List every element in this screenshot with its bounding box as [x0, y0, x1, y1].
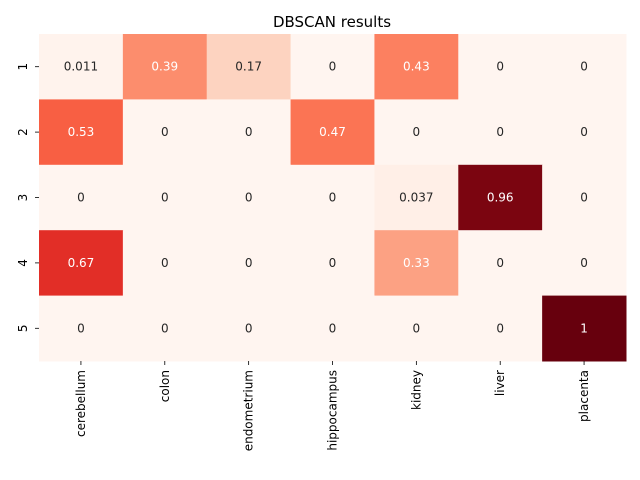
- heatmap-cell-r1-placenta: [542, 34, 627, 100]
- cell-value-label-r4-hippocampus: 0: [329, 256, 337, 270]
- cell-value-label-r3-hippocampus: 0: [329, 191, 337, 205]
- heatmap-cell-r5-colon: [122, 295, 208, 362]
- cell-value-label-r5-cerebellum: 0: [77, 321, 85, 335]
- x-tick-label-placenta: placenta: [577, 370, 591, 422]
- y-tick-label-5: 5: [16, 324, 30, 332]
- cell-value-label-r2-hippocampus: 0.47: [319, 125, 346, 139]
- cell-value-label-r2-kidney: 0: [413, 125, 421, 139]
- cell-value-label-r5-liver: 0: [496, 321, 504, 335]
- cell-value-label-r3-kidney: 0.037: [399, 191, 433, 205]
- heatmap-cell-r4-hippocampus: [290, 230, 375, 297]
- cell-value-label-r5-hippocampus: 0: [329, 321, 337, 335]
- heatmap-cell-r4-colon: [122, 230, 208, 297]
- x-tick-label-endometrium: endometrium: [242, 370, 256, 451]
- cell-value-label-r5-placenta: 1: [580, 321, 588, 335]
- cell-value-label-r2-placenta: 0: [580, 125, 588, 139]
- cell-value-label-r1-kidney: 0.43: [403, 60, 430, 74]
- cell-value-label-r2-colon: 0: [161, 125, 169, 139]
- heatmap-cell-r3-hippocampus: [290, 164, 375, 231]
- x-axis: cerebellum colon endometrium hippocampus kid…: [74, 361, 591, 451]
- cell-value-label-r1-endometrium: 0.17: [235, 60, 262, 74]
- heatmap-cell-r1-liver: [458, 34, 543, 100]
- y-tick-label-1: 1: [16, 63, 30, 71]
- cell-value-label-r3-endometrium: 0: [245, 191, 253, 205]
- y-axis: 1 2 3 4 5: [16, 63, 39, 332]
- cell-value-label-r4-endometrium: 0: [245, 256, 253, 270]
- cell-value-label-r3-cerebellum: 0: [77, 191, 85, 205]
- heatmap-cell-r1-kidney: [374, 34, 459, 100]
- heatmap-cell-r4-cerebellum: [39, 230, 124, 297]
- y-tick-label-2: 2: [16, 128, 30, 136]
- heatmap-cell-r5-placenta: [542, 295, 627, 362]
- cell-value-label-r3-colon: 0: [161, 191, 169, 205]
- heatmap-cell-r1-endometrium: [206, 34, 292, 100]
- heatmap-cell-labels: 0.011 0.39 0.17 0 0.43 0 0 0.53 0 0 0.47 0 0 0 0 0 0 0 0.0…: [64, 60, 588, 336]
- cell-value-label-r3-liver: 0.96: [487, 191, 514, 205]
- heatmap-cell-r5-kidney: [374, 295, 459, 362]
- heatmap-cell-r2-hippocampus: [290, 99, 375, 166]
- heatmap-cell-r4-placenta: [542, 230, 627, 297]
- x-tick-label-hippocampus: hippocampus: [326, 370, 340, 451]
- heatmap-cell-r3-cerebellum: [39, 164, 124, 231]
- heatmap-cell-r5-hippocampus: [290, 295, 375, 362]
- x-tick-label-cerebellum: cerebellum: [74, 370, 88, 437]
- cell-value-label-r5-colon: 0: [161, 321, 169, 335]
- x-tick-label-colon: colon: [158, 370, 172, 402]
- heatmap-cell-r4-endometrium: [206, 230, 292, 297]
- cell-value-label-r4-colon: 0: [161, 256, 169, 270]
- heatmap-cell-r2-liver: [458, 99, 543, 166]
- cell-value-label-r1-placenta: 0: [580, 60, 588, 74]
- cell-value-label-r5-kidney: 0: [413, 321, 421, 335]
- cell-value-label-r3-placenta: 0: [580, 191, 588, 205]
- heatmap-cell-r5-cerebellum: [39, 295, 124, 362]
- heatmap-cell-r2-cerebellum: [39, 99, 124, 166]
- cell-value-label-r1-colon: 0.39: [151, 60, 178, 74]
- heatmap-cell-r1-hippocampus: [290, 34, 375, 100]
- cell-value-label-r4-liver: 0: [496, 256, 504, 270]
- heatmap-cell-r5-endometrium: [206, 295, 292, 362]
- heatmap-cell-r4-kidney: [374, 230, 459, 297]
- heatmap-cell-r4-liver: [458, 230, 543, 297]
- cell-value-label-r5-endometrium: 0: [245, 321, 253, 335]
- heatmap-cell-r1-cerebellum: [39, 34, 124, 100]
- cell-value-label-r2-endometrium: 0: [245, 125, 253, 139]
- heatmap-cell-r2-kidney: [374, 99, 459, 166]
- heatmap-cell-r2-colon: [122, 99, 208, 166]
- y-tick-label-3: 3: [16, 194, 30, 202]
- heatmap-cell-r1-colon: [122, 34, 208, 100]
- cell-value-label-r4-cerebellum: 0.67: [68, 256, 95, 270]
- cell-value-label-r2-cerebellum: 0.53: [68, 125, 95, 139]
- x-tick-label-liver: liver: [493, 370, 507, 396]
- chart-title: DBSCAN results: [273, 13, 391, 31]
- cell-value-label-r4-kidney: 0.33: [403, 256, 430, 270]
- heatmap-cells: [39, 34, 627, 362]
- cell-value-label-r1-hippocampus: 0: [329, 60, 337, 74]
- x-tick-label-kidney: kidney: [409, 370, 423, 410]
- heatmap-cell-r2-placenta: [542, 99, 627, 166]
- heatmap-cell-r3-endometrium: [206, 164, 292, 231]
- cell-value-label-r1-liver: 0: [496, 60, 504, 74]
- heatmap-cell-r3-colon: [122, 164, 208, 231]
- heatmap-cell-r3-liver: [458, 164, 543, 231]
- cell-value-label-r4-placenta: 0: [580, 256, 588, 270]
- heatmap-cell-r2-endometrium: [206, 99, 292, 166]
- cell-value-label-r1-cerebellum: 0.011: [64, 60, 98, 74]
- heatmap-cell-r3-kidney: [374, 164, 459, 231]
- heatmap-cell-r3-placenta: [542, 164, 627, 231]
- heatmap-cell-r5-liver: [458, 295, 543, 362]
- y-tick-label-4: 4: [16, 259, 30, 267]
- cell-value-label-r2-liver: 0: [496, 125, 504, 139]
